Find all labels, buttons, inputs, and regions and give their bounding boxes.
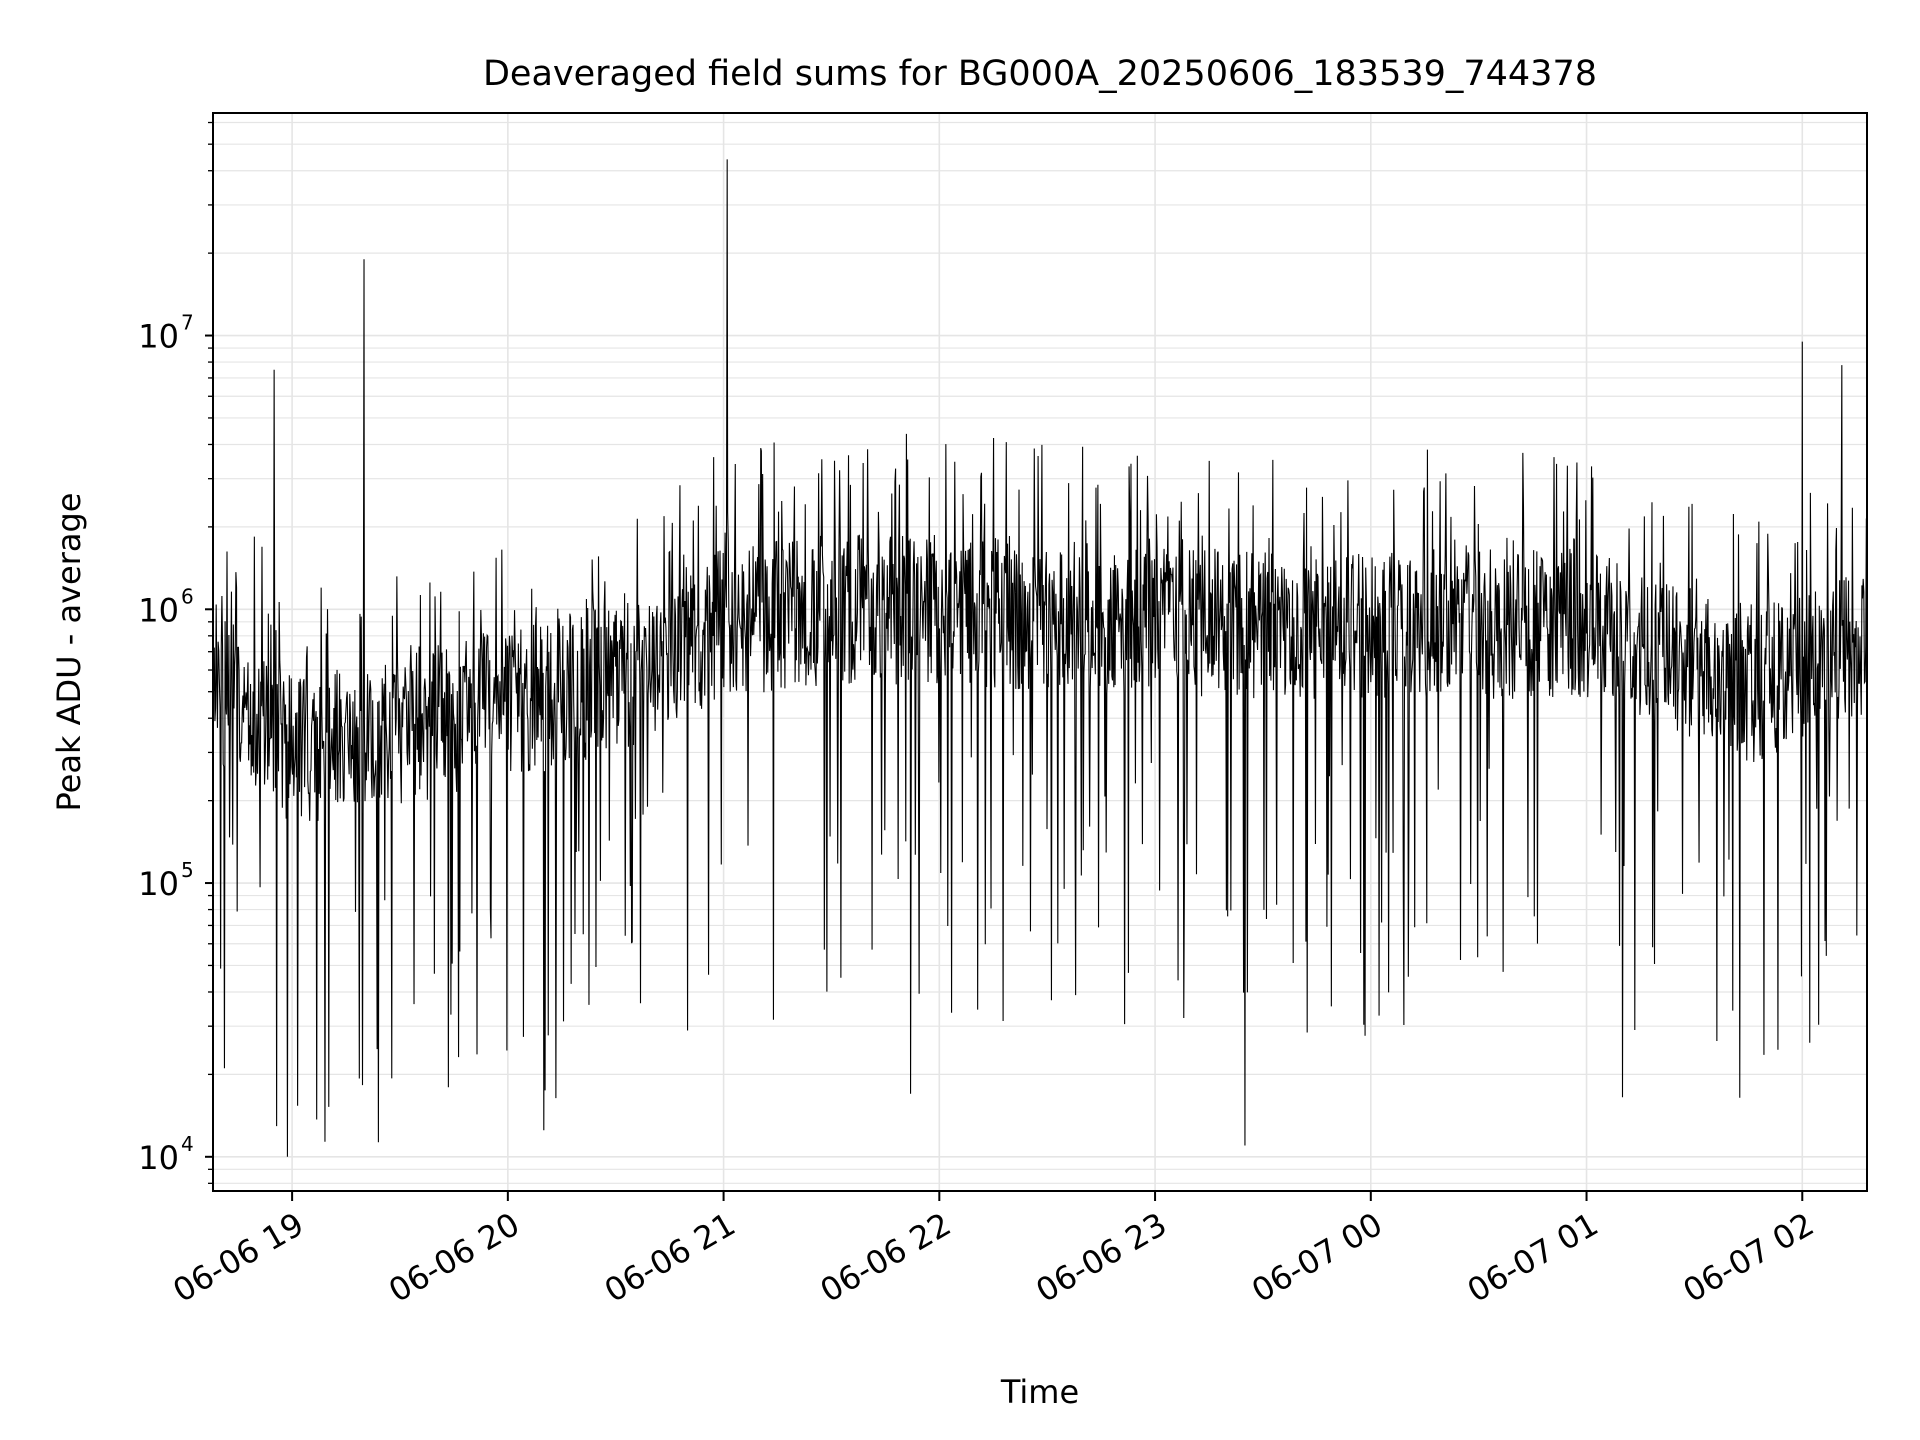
y-tick-label: 10 4: [138, 1132, 193, 1177]
y-tick-label: 10 7: [138, 311, 193, 356]
series-line: [212, 159, 1868, 1157]
y-tick-exponent: 7: [181, 311, 194, 335]
y-axis-label: Peak ADU - average: [50, 493, 88, 812]
grid: [213, 113, 1867, 1191]
y-tick-base: 10: [138, 318, 179, 356]
y-tick-label: 10 5: [138, 858, 193, 903]
y-tick-exponent: 6: [181, 584, 194, 608]
y-tick-exponent: 4: [181, 1132, 194, 1156]
y-tick-exponent: 5: [181, 858, 194, 882]
series-path: [212, 159, 1868, 1157]
y-tick-base: 10: [138, 591, 179, 629]
y-tick-base: 10: [138, 1139, 179, 1177]
chart-title: Deaveraged field sums for BG000A_2025060…: [483, 54, 1597, 94]
y-tick-base: 10: [138, 865, 179, 903]
y-tick-label: 10 6: [138, 584, 193, 629]
x-axis-label: Time: [1000, 1373, 1079, 1411]
